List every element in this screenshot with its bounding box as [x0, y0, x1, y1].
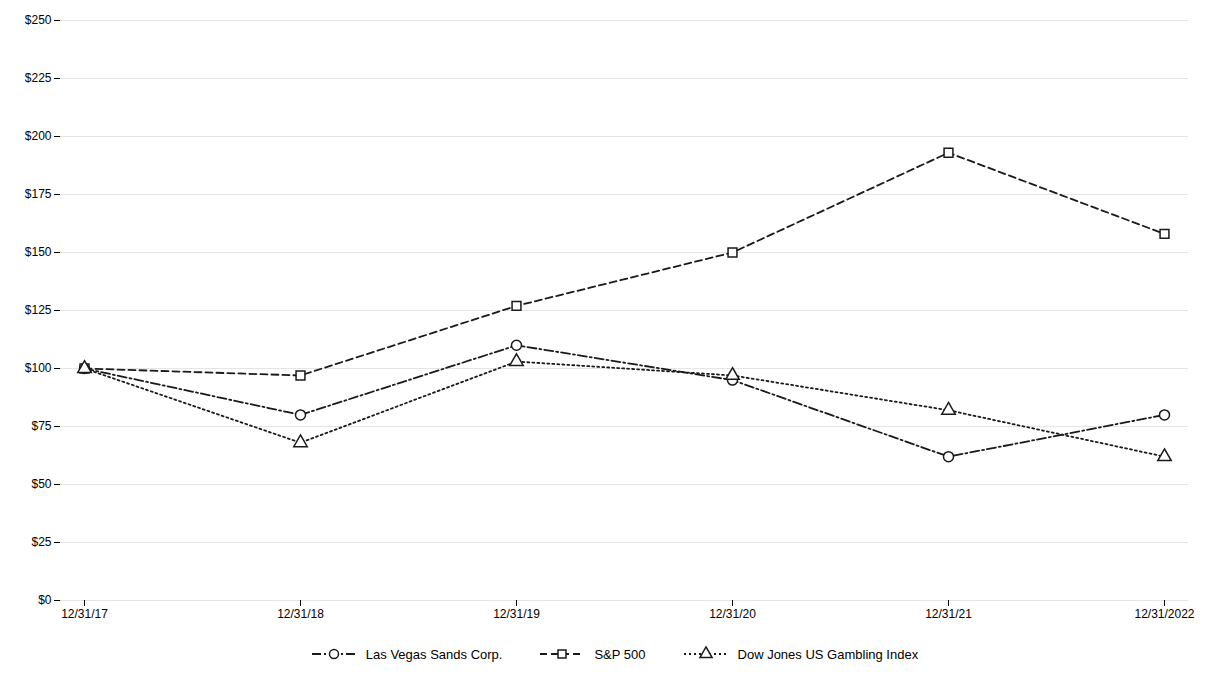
- svg-text:12/31/2022: 12/31/2022: [1134, 607, 1194, 621]
- html-text:Las Vegas Sands Corp.: Las Vegas Sands Corp.: [365, 646, 503, 662]
- svg-text:$150: $150: [25, 245, 52, 259]
- svg-text:12/31/21: 12/31/21: [925, 607, 972, 621]
- svg-text:12/31/18: 12/31/18: [277, 607, 324, 621]
- svg-text:$250: $250: [25, 13, 52, 27]
- svg-text:$125: $125: [25, 303, 52, 317]
- svg-text:$200: $200: [25, 129, 52, 143]
- html-text:Dow Jones US Gambling Index: Dow Jones US Gambling Index: [737, 646, 919, 662]
- svg-text:12/31/20: 12/31/20: [709, 607, 756, 621]
- svg-text:$0: $0: [38, 593, 52, 607]
- svg-text:$50: $50: [31, 477, 51, 491]
- html-text:S&P 500: S&P 500: [594, 646, 646, 662]
- svg-text:$100: $100: [25, 361, 52, 375]
- svg-text:$75: $75: [31, 419, 51, 433]
- svg-text:$25: $25: [31, 535, 51, 549]
- svg-text:$225: $225: [25, 71, 52, 85]
- svg-text:12/31/19: 12/31/19: [493, 607, 540, 621]
- svg-text:$175: $175: [25, 187, 52, 201]
- svg-text:12/31/17: 12/31/17: [61, 607, 108, 621]
